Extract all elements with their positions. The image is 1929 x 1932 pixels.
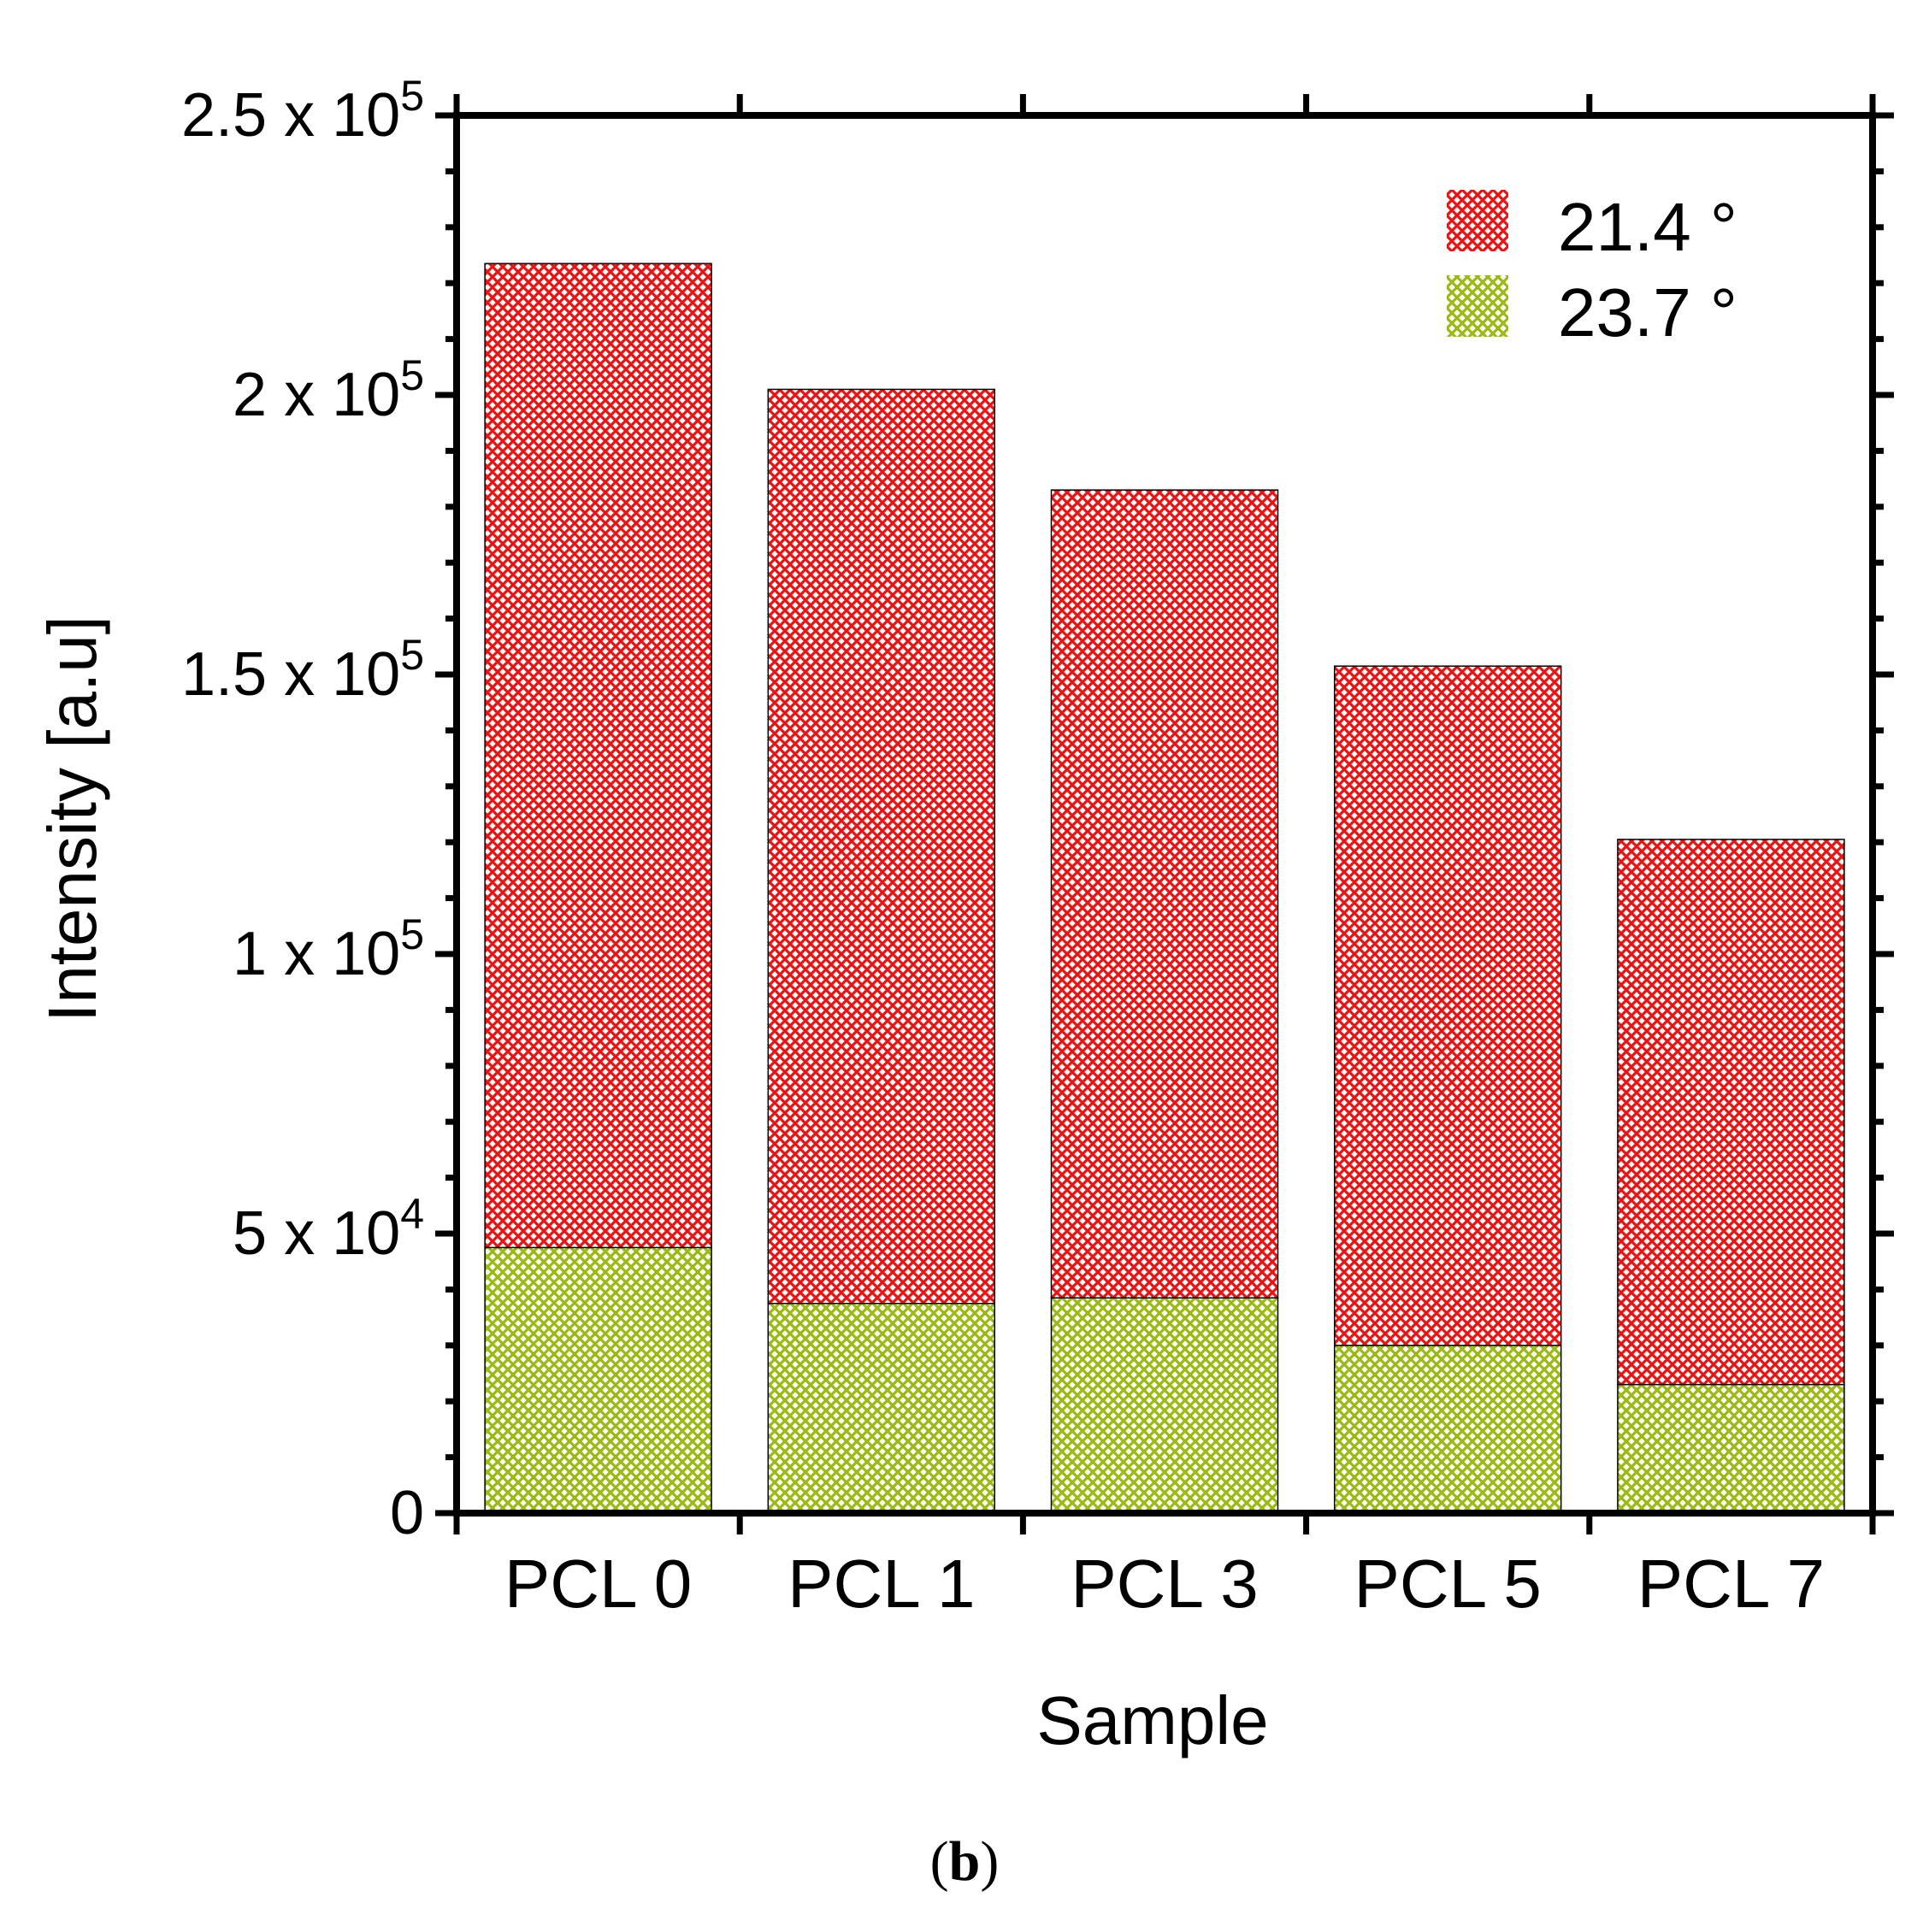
x-tick-label-pcl-1: PCL 1	[788, 1546, 975, 1622]
x-tick-label-pcl-3: PCL 3	[1071, 1546, 1258, 1622]
y-tick-mantissa: 5 x 10	[233, 1199, 400, 1268]
bar-pcl-7-21-4	[1617, 839, 1845, 1386]
legend-label-23-7: 23.7 °	[1558, 274, 1737, 350]
y-tick-mantissa: 2 x 10	[233, 361, 400, 429]
x-tick-labels: PCL 0 PCL 1 PCL 3 PCL 5 PCL 7	[504, 1546, 1825, 1622]
bar-pcl-3-21-4	[1050, 489, 1279, 1299]
legend-label-21-4: 21.4 °	[1558, 189, 1737, 265]
y-tick-label: 1.5 x 105	[181, 631, 424, 709]
y-tick-label: 2 x 105	[233, 351, 424, 429]
y-tick-label: 5 x 104	[233, 1190, 424, 1268]
figure-caption: (b)	[929, 1830, 1000, 1893]
y-tick-label: 0	[390, 1479, 424, 1547]
bar-pcl-5-21-4	[1333, 665, 1562, 1346]
caption-letter: b	[948, 1830, 981, 1893]
legend: 21.4 ° 23.7 °	[1447, 189, 1737, 350]
y-tick-mantissa: 1.5 x 10	[181, 640, 400, 709]
y-tick-exponent: 5	[400, 351, 424, 399]
y-tick-mantissa: 1 x 10	[233, 920, 400, 988]
x-tick-label-pcl-0: PCL 0	[504, 1546, 692, 1622]
legend-swatch-23-7	[1447, 275, 1508, 337]
bars-group	[484, 262, 1845, 1514]
x-tick-label-pcl-7: PCL 7	[1637, 1546, 1825, 1622]
x-tick-label-pcl-5: PCL 5	[1354, 1546, 1542, 1622]
y-tick-label: 2.5 x 105	[181, 72, 424, 150]
bar-pcl-0-23-7	[484, 1246, 712, 1514]
y-tick-mantissa: 0	[390, 1479, 424, 1547]
legend-swatch-21-4	[1447, 190, 1508, 251]
y-tick-exponent: 4	[400, 1190, 424, 1238]
plot-border	[453, 112, 1876, 1517]
bar-pcl-3-23-7	[1050, 1297, 1279, 1514]
y-tick-exponent: 5	[400, 72, 424, 120]
bar-pcl-7-23-7	[1617, 1383, 1845, 1514]
bar-pcl-1-21-4	[767, 388, 996, 1305]
axis-ticks	[435, 94, 1894, 1534]
y-tick-exponent: 5	[400, 910, 424, 958]
x-axis-label: Sample	[1036, 1682, 1268, 1758]
bar-pcl-1-23-7	[767, 1303, 996, 1514]
bar-pcl-5-23-7	[1333, 1345, 1562, 1514]
y-tick-exponent: 5	[400, 631, 424, 679]
plot-frame	[453, 112, 1876, 1517]
y-tick-mantissa: 2.5 x 10	[181, 81, 400, 150]
bar-pcl-0-21-4	[484, 262, 712, 1249]
y-axis-label: Intensity [a.u]	[34, 616, 110, 1022]
y-tick-label: 1 x 105	[233, 910, 424, 988]
